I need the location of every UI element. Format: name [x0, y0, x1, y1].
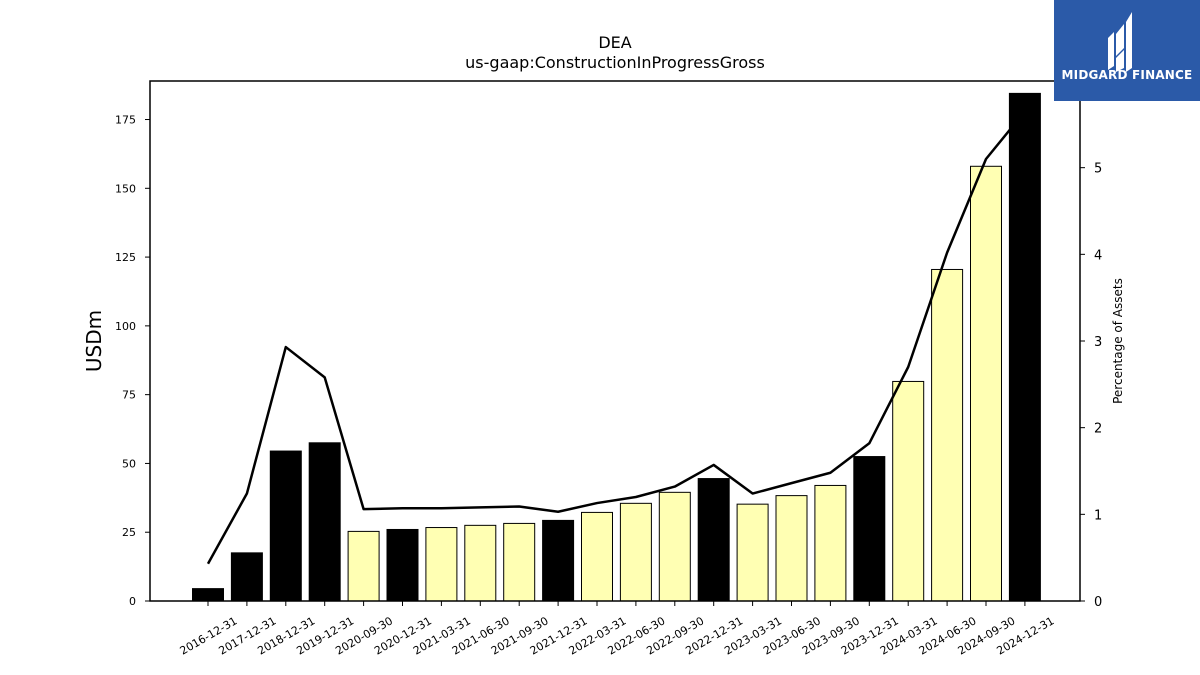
bar-2023-09-30: [814, 484, 847, 602]
y-axis-label: USDm: [82, 310, 106, 372]
y2-tick-label: 3: [1094, 335, 1102, 350]
y2-tick-label: 0: [1094, 595, 1102, 610]
y-tick-label: 50: [122, 457, 136, 470]
midgard-logo-icon: [1108, 12, 1132, 72]
bar-2022-03-31: [581, 511, 613, 602]
y-axis-right: 0 1 2 3 4 5: [1080, 162, 1102, 610]
y-tick-label: 25: [122, 526, 136, 539]
bar-2019-12-31: [308, 442, 341, 602]
bar-2022-12-31: [697, 478, 730, 602]
y2-tick-label: 2: [1094, 422, 1102, 437]
bar-2020-12-31: [386, 528, 419, 602]
y-tick-label: 100: [115, 320, 136, 333]
y-tick-label: 125: [115, 251, 136, 264]
y2-tick-label: 4: [1094, 248, 1102, 263]
y2-axis-label: Percentage of Assets: [1111, 278, 1125, 404]
bar-2021-06-30: [464, 524, 497, 602]
y-tick-label: 150: [115, 182, 136, 195]
bar-2020-09-30: [347, 530, 380, 602]
bar-2021-03-31: [425, 527, 458, 602]
bar-2022-06-30: [619, 502, 652, 602]
bar-2018-12-31: [269, 450, 302, 602]
chart-title: DEA: [598, 33, 631, 52]
y2-tick-label: 5: [1094, 162, 1102, 177]
logo-text: MIDGARD FINANCE: [1061, 68, 1193, 82]
x-axis: 2016-12-312017-12-312018-12-312019-12-31…: [178, 601, 1056, 658]
bar-2017-12-31: [230, 552, 263, 602]
bar-2024-03-31: [892, 380, 925, 602]
y2-tick-label: 1: [1094, 508, 1102, 523]
percentage-of-assets-line: [206, 110, 1026, 565]
bar-2023-03-31: [736, 503, 769, 602]
chart-subtitle: us-gaap:ConstructionInProgressGross: [465, 53, 765, 72]
line-layer: [206, 110, 1026, 565]
bar-2023-12-31: [853, 456, 886, 602]
y-tick-label: 75: [122, 389, 136, 402]
y-axis-left: 0 25 50 75 100 125 150 175: [115, 114, 150, 608]
y-tick-label: 175: [115, 114, 136, 127]
midgard-finance-logo: MIDGARD FINANCE: [1054, 0, 1200, 101]
bar-2024-09-30: [970, 165, 1002, 602]
y-tick-label: 0: [129, 595, 136, 608]
bar-2021-12-31: [542, 519, 575, 602]
bar-2024-12-31: [1008, 92, 1041, 602]
bar-2021-09-30: [503, 522, 536, 602]
bar-2022-09-30: [658, 491, 691, 602]
bar-2023-06-30: [775, 495, 808, 602]
bar-2016-12-31: [192, 588, 224, 602]
bars-group: [192, 92, 1041, 602]
bar-2024-06-30: [931, 268, 964, 602]
